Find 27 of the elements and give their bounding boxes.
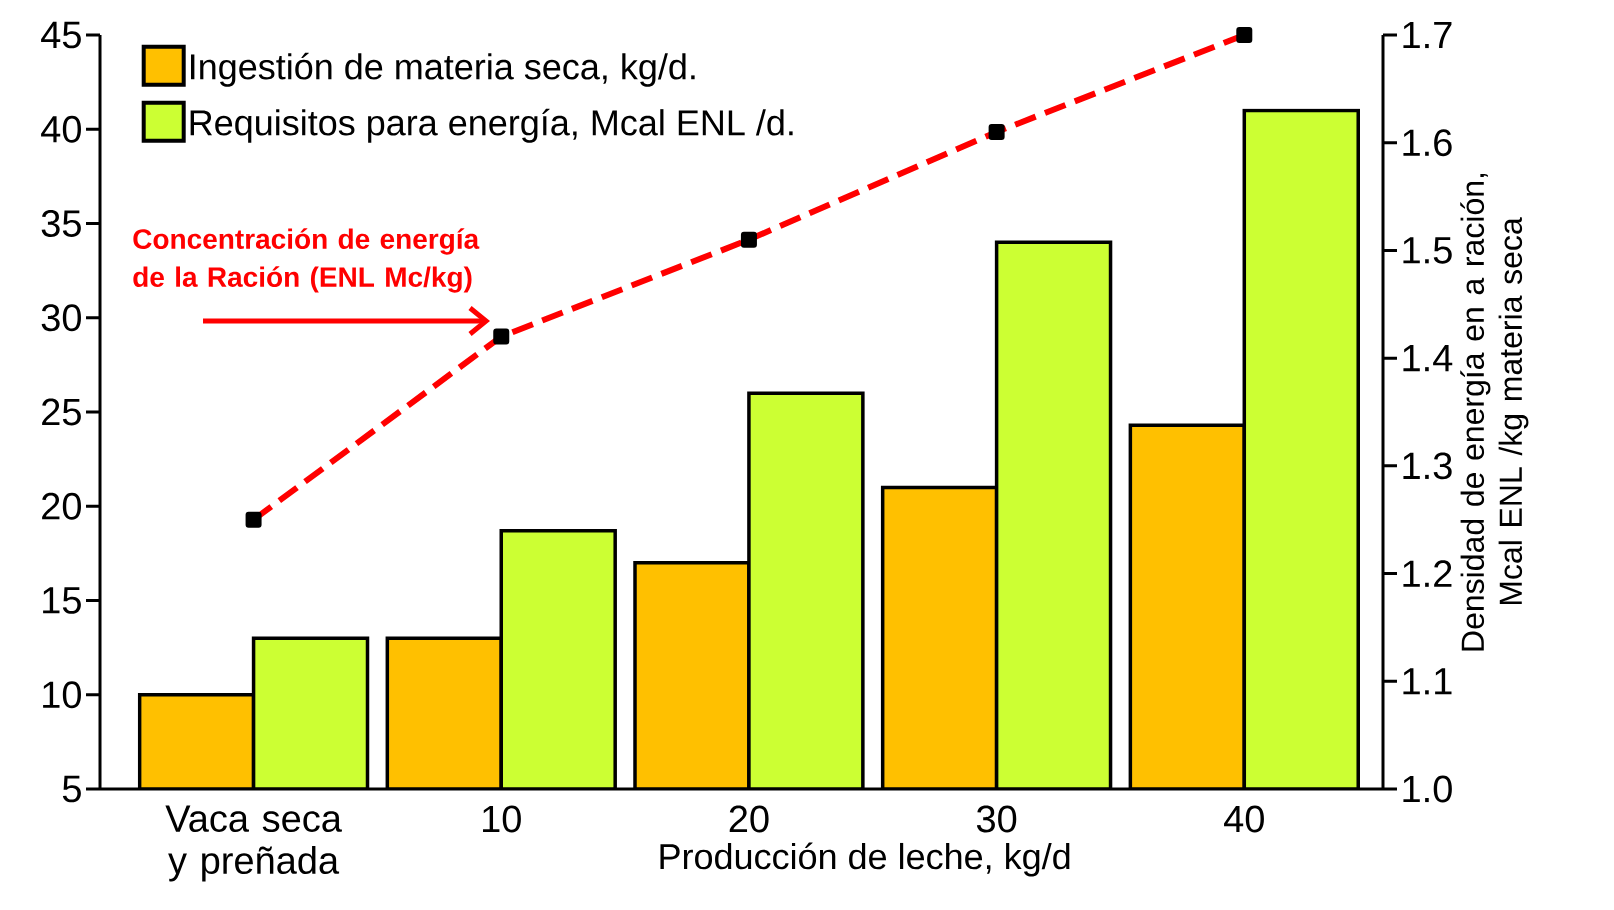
y-tick-label: 10 <box>43 681 81 709</box>
y-tick-label: 20 <box>42 492 81 520</box>
y2-tick-label: 1.6 <box>1403 129 1452 157</box>
legend-label: Ingestión de materia seca, kg/d. <box>191 52 695 87</box>
y2-tick-label: 1.2 <box>1403 560 1452 587</box>
y-tick-label: 45 <box>41 21 81 49</box>
x-tick-label: 40 <box>1224 805 1264 833</box>
annotation: Concentración de energía de la Ración (ENL Mc/kg) <box>133 228 480 293</box>
y-tick-label: 15 <box>43 587 81 614</box>
y2-tick-label: 1.3 <box>1403 452 1452 480</box>
y-tick-label: 30 <box>41 304 81 332</box>
y-tick-label: 25 <box>42 398 81 426</box>
y2-tick-label: 1.1 <box>1403 668 1452 695</box>
x-tick-label: Vaca seca y preñada <box>165 805 342 882</box>
y-tick-label: 35 <box>41 210 81 237</box>
y2-tick-label: 1.7 <box>1403 21 1452 49</box>
x-tick-label: 20 <box>729 805 769 833</box>
y2-axis-title: Densidad de energía en a ración, Mcal ENL /kg materia seca <box>1460 173 1529 651</box>
legend-label: Requisitos para energía, Mcal ENL /d. <box>190 108 793 143</box>
x-tick-label: 30 <box>976 805 1017 833</box>
y2-tick-label: 1.0 <box>1403 775 1452 803</box>
y2-tick-label: 1.4 <box>1403 345 1453 372</box>
y-tick-label: 5 <box>62 775 81 803</box>
y-tick-label: 40 <box>41 115 81 143</box>
x-axis-title: Producción de leche, kg/d <box>660 842 1070 877</box>
y2-tick-label: 1.5 <box>1403 237 1452 264</box>
x-tick-label: 10 <box>483 805 521 833</box>
